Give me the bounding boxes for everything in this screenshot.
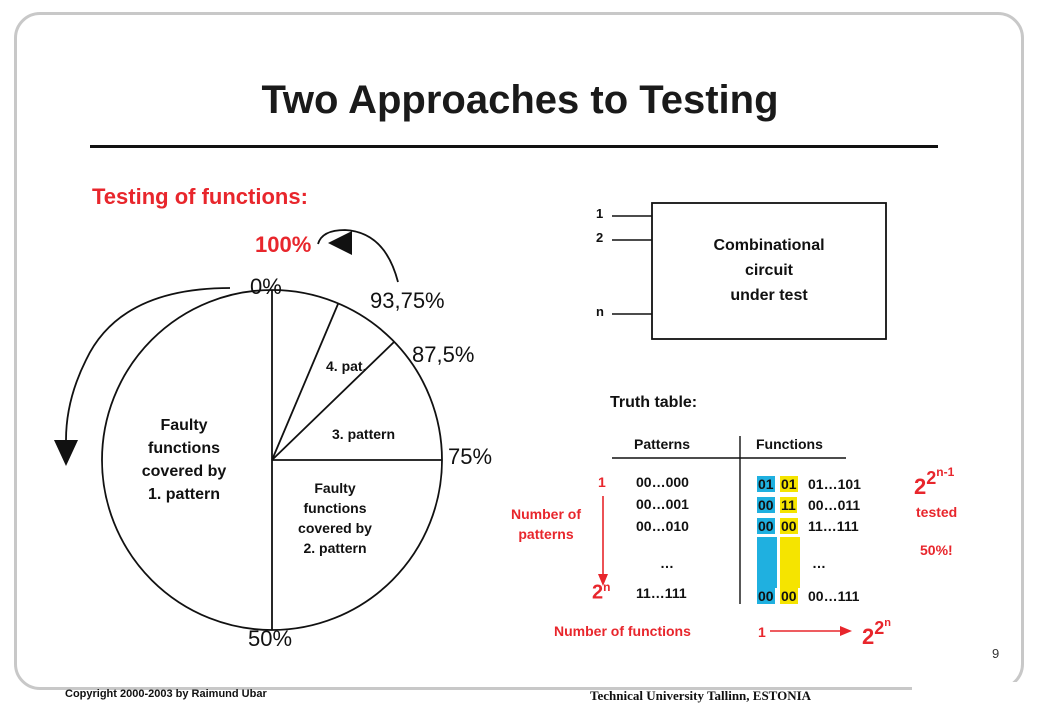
- circuit-input-2: 2: [596, 230, 604, 245]
- pie-segment-3-label: 3. pattern: [332, 426, 396, 442]
- pie-label-50: 50%: [248, 626, 293, 651]
- col-header-patterns: Patterns: [634, 436, 691, 452]
- pie-label-9375: 93,75%: [370, 288, 445, 313]
- pie-segment-4-label: 4. pat.: [326, 358, 367, 374]
- tested-percent: 50%!: [920, 542, 953, 558]
- pattern-index-first: 1: [598, 474, 606, 490]
- func-rest-row-3: 11…111: [808, 518, 859, 534]
- arrow-head-left: [54, 440, 78, 466]
- arrow-head-100: [328, 231, 352, 255]
- tested-count-formula: 22n-1: [914, 465, 955, 499]
- func-col1-fill: [757, 537, 777, 588]
- func-col1-row-3: 00: [757, 518, 775, 534]
- section-subtitle: Testing of functions:: [92, 184, 308, 209]
- pie-label-75: 75%: [448, 444, 493, 469]
- pie-label-0: 0%: [250, 274, 282, 299]
- pie-segment-2-label: Faulty functions covered by 2. pattern: [298, 480, 372, 556]
- func-col2-fill: [780, 537, 800, 588]
- institution-footer: Technical University Tallinn, ESTONIA: [590, 688, 812, 703]
- page-number: 9: [992, 646, 1000, 661]
- copyright-footer: Copyright 2000-2003 by Raimund Ubar: [65, 688, 267, 700]
- pie-segment-1-label: Faulty functions covered by 1. pattern: [141, 417, 227, 503]
- pie-label-875: 87,5%: [412, 342, 475, 367]
- slide-title: Two Approaches to Testing: [261, 78, 779, 122]
- circuit-input-n: n: [596, 304, 604, 319]
- curve-arrow-left: [65, 287, 231, 441]
- number-of-patterns-label: Number of patterns: [511, 506, 581, 542]
- patterns-count-formula: 2n: [592, 580, 611, 604]
- col-header-functions: Functions: [756, 436, 823, 452]
- func-rest-ellipsis: …: [812, 555, 826, 571]
- func-col1-row-1: 01: [757, 476, 775, 492]
- func-rest-row-1: 01…101: [808, 476, 861, 492]
- func-col2-row-1: 01: [780, 476, 798, 492]
- truth-table-heading: Truth table:: [610, 394, 698, 411]
- tested-label: tested: [916, 504, 958, 520]
- func-rest-row-2: 00…011: [808, 497, 861, 513]
- pattern-row-last: 11…111: [636, 585, 687, 601]
- curve-arrow-to-100: [317, 229, 399, 283]
- pattern-row-3: 00…010: [636, 518, 689, 534]
- title-underline: [90, 145, 938, 148]
- patterns-arrow-head: [598, 574, 608, 586]
- circuit-input-1: 1: [596, 206, 604, 221]
- number-of-functions-label: Number of functions: [554, 623, 691, 639]
- func-col1-row-last: 00: [757, 588, 775, 604]
- functions-arrow-head: [840, 626, 852, 636]
- pie-divider-9375: [271, 303, 339, 461]
- func-col2-row-2: 11: [780, 497, 797, 513]
- pattern-row-1: 00…000: [636, 474, 689, 490]
- func-col2-row-last: 00: [780, 588, 798, 604]
- pie-label-100: 100%: [255, 232, 312, 257]
- pattern-row-ellipsis: …: [660, 555, 674, 571]
- pie-divider-875: [271, 341, 395, 461]
- func-col2-row-3: 00: [780, 518, 798, 534]
- circuit-box: [651, 202, 887, 340]
- func-rest-row-last: 00…111: [808, 588, 860, 604]
- functions-count-start: 1: [758, 624, 766, 640]
- func-col1-row-2: 00: [757, 497, 775, 513]
- functions-count-formula: 22n: [862, 617, 891, 649]
- pattern-row-2: 00…001: [636, 496, 689, 512]
- frame-notch: [912, 682, 1040, 720]
- circuit-box-label: Combinational circuit under test: [713, 237, 825, 304]
